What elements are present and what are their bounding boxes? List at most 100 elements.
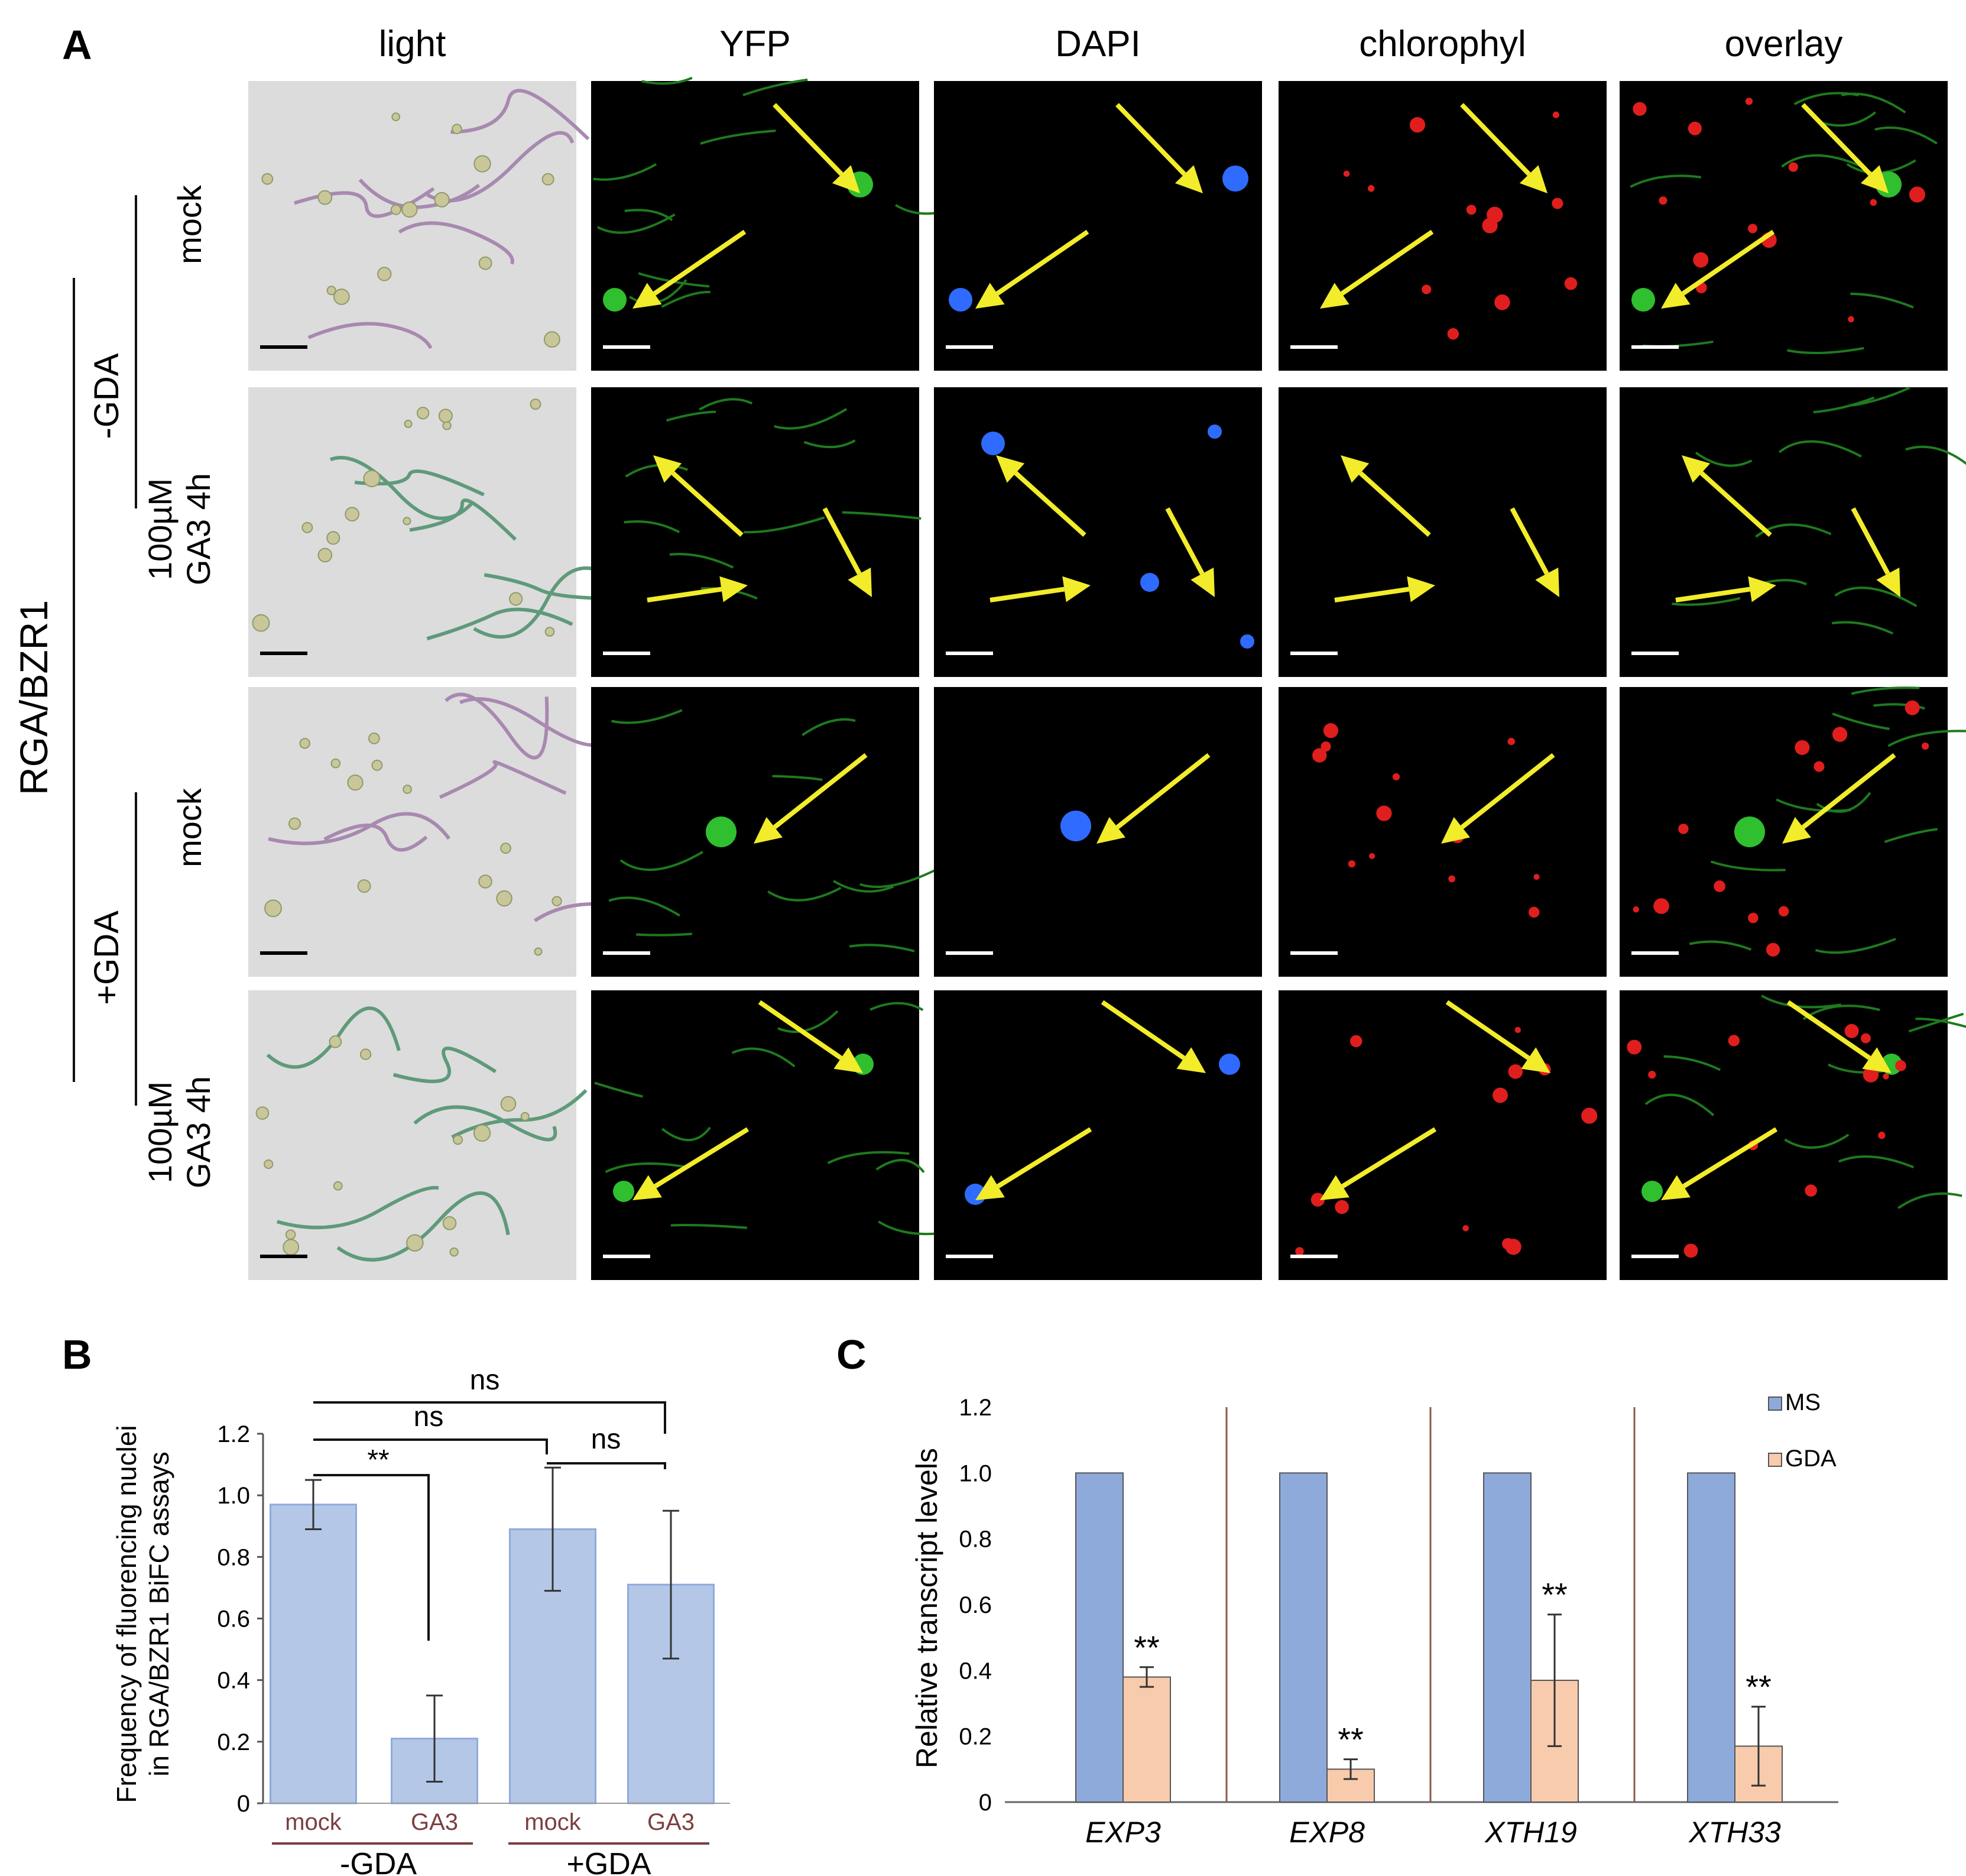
yfp-signal-trace: [1663, 1055, 1721, 1071]
chloroplast-grain: [416, 406, 430, 420]
yfp-signal-trace: [1850, 292, 1914, 309]
chloroplast-grain: [326, 531, 340, 545]
chlorophyll-spot: [1466, 205, 1477, 215]
chloroplast-grain: [359, 1048, 372, 1060]
yfp-signal-trace: [699, 398, 753, 411]
chlorophyll-spot: [1921, 742, 1929, 750]
cell-wall-outline: [413, 1105, 557, 1142]
arrow-shaft-1-3-1: [1510, 507, 1549, 575]
chloroplast-grain: [330, 758, 341, 769]
yfp-signal-trace: [777, 1010, 839, 1033]
y-tick-label: 0.4: [217, 1668, 250, 1694]
y-tick-label: 0.2: [217, 1729, 250, 1755]
arrow-head-3-2-1: [975, 1175, 1005, 1200]
y-tick-label: 0.2: [959, 1724, 992, 1750]
arrow-shaft-3-3-0: [1445, 1000, 1530, 1060]
y-tick-label: 1.0: [217, 1483, 250, 1509]
cell-wall-outline: [409, 498, 517, 541]
column-header-3: chlorophyl: [1359, 24, 1526, 64]
chlorophyll-spot: [1693, 252, 1709, 268]
category-label-0: EXP3: [1085, 1816, 1161, 1849]
arrow-head-0-3-0: [1519, 165, 1548, 193]
chloroplast-grain: [368, 733, 380, 744]
chloroplast-grain: [285, 1229, 296, 1240]
yfp-signal-trace: [827, 1151, 910, 1164]
yfp-signal-trace: [666, 410, 716, 422]
micrograph-r2-c2: [934, 687, 1262, 977]
yfp-signal-trace: [1793, 92, 1860, 105]
dapi-nucleus: [1140, 573, 1159, 592]
cell-wall-outline: [398, 221, 514, 265]
panel-b-chart: 0 0.2 0.4 0.6 0.8 1.0 1.2 Frequency of fluorenc…: [111, 1365, 730, 1876]
chlorophyll-spot: [1832, 727, 1848, 742]
chloroplast-grain: [261, 173, 274, 185]
yfp-signal-trace: [767, 886, 842, 902]
arrow-head-2-1-0: [754, 817, 783, 844]
yfp-signal-trace: [1695, 451, 1753, 467]
yfp-nucleus: [603, 288, 627, 312]
micrograph-background: [1279, 387, 1607, 677]
yfp-signal-trace: [661, 1126, 711, 1142]
chloroplast-grain: [541, 173, 554, 186]
chlorophyll-spot: [1878, 1132, 1886, 1139]
yfp-signal-trace: [1838, 1155, 1915, 1169]
y-tick-label: 0.8: [217, 1544, 250, 1570]
arrow-shaft-2-4-0: [1801, 753, 1896, 830]
chlorophyll-spot: [1295, 1247, 1304, 1256]
yfp-signal-trace: [859, 866, 943, 888]
category-label-3: GA3: [647, 1809, 695, 1835]
chloroplast-grain: [264, 1159, 274, 1169]
chloroplast-grain: [449, 1247, 459, 1257]
micrograph-background: [248, 387, 576, 677]
legend-label-1: GDA: [1785, 1446, 1837, 1472]
arrow-shaft-1-4-1: [1851, 507, 1890, 575]
bar-MS-1: [1279, 1472, 1328, 1803]
chloroplast-grain: [406, 1234, 424, 1252]
chlorophyll-spot: [1369, 853, 1375, 859]
yfp-signal-trace: [742, 78, 808, 96]
chlorophyll-spot: [1581, 1107, 1598, 1124]
yfp-signal-trace: [1813, 396, 1875, 414]
yfp-signal-trace: [803, 439, 856, 449]
chlorophyll-spot: [1659, 196, 1667, 205]
cell-wall-outline: [450, 89, 590, 141]
chlorophyll-spot: [1653, 898, 1669, 914]
yfp-signal-trace: [842, 511, 922, 520]
arrow-shaft-1-4-0: [1699, 471, 1772, 537]
cell-wall-outline: [354, 469, 485, 497]
arrow-shaft-1-2-0: [1014, 471, 1086, 537]
chlorophyll-spot: [1728, 1035, 1740, 1046]
chlorophyll-spot: [1683, 1243, 1698, 1258]
yfp-signal-trace: [636, 932, 693, 937]
chlorophyll-spot: [1312, 748, 1327, 763]
chlorophyll-spot: [1494, 294, 1510, 310]
chloroplast-grain: [453, 1135, 463, 1145]
yfp-signal-trace: [802, 718, 856, 736]
chlorophyll-spot: [1409, 117, 1426, 133]
micrograph-r0-c0: [248, 81, 590, 371]
arrow-head-0-1-1: [632, 283, 662, 309]
arrow-head-2-4-0: [1782, 817, 1811, 844]
dapi-nucleus: [1240, 634, 1254, 649]
micrograph-background: [1620, 81, 1948, 371]
chlorophyll-spot: [1745, 98, 1753, 105]
sig-bracket-0: [313, 1401, 666, 1434]
arrow-shaft-3-4-1: [1682, 1127, 1778, 1188]
chlorophyll-spot: [1323, 723, 1339, 738]
chloroplast-grain: [299, 738, 310, 749]
chloroplast-grain: [317, 190, 333, 205]
yfp-signal-trace: [596, 213, 676, 234]
arrow-shaft-0-2-1: [995, 229, 1089, 296]
arrow-shaft-0-3-1: [1340, 229, 1434, 296]
y-tick-label: 0.8: [959, 1527, 992, 1553]
y-tick-label: 1.2: [959, 1395, 992, 1421]
group-label-minus-gda: -GDA: [87, 353, 126, 439]
chloroplast-grain: [333, 289, 350, 305]
chloroplast-grain: [551, 896, 562, 906]
chlorophyll-spot: [1627, 1039, 1642, 1055]
row-label-2-0: mock: [171, 788, 208, 867]
arrow-shaft-0-3-0: [1460, 103, 1531, 176]
arrow-head-3-2-0: [1176, 1047, 1206, 1073]
yfp-signal-trace: [1873, 703, 1925, 710]
chloroplast-grain: [288, 817, 301, 830]
